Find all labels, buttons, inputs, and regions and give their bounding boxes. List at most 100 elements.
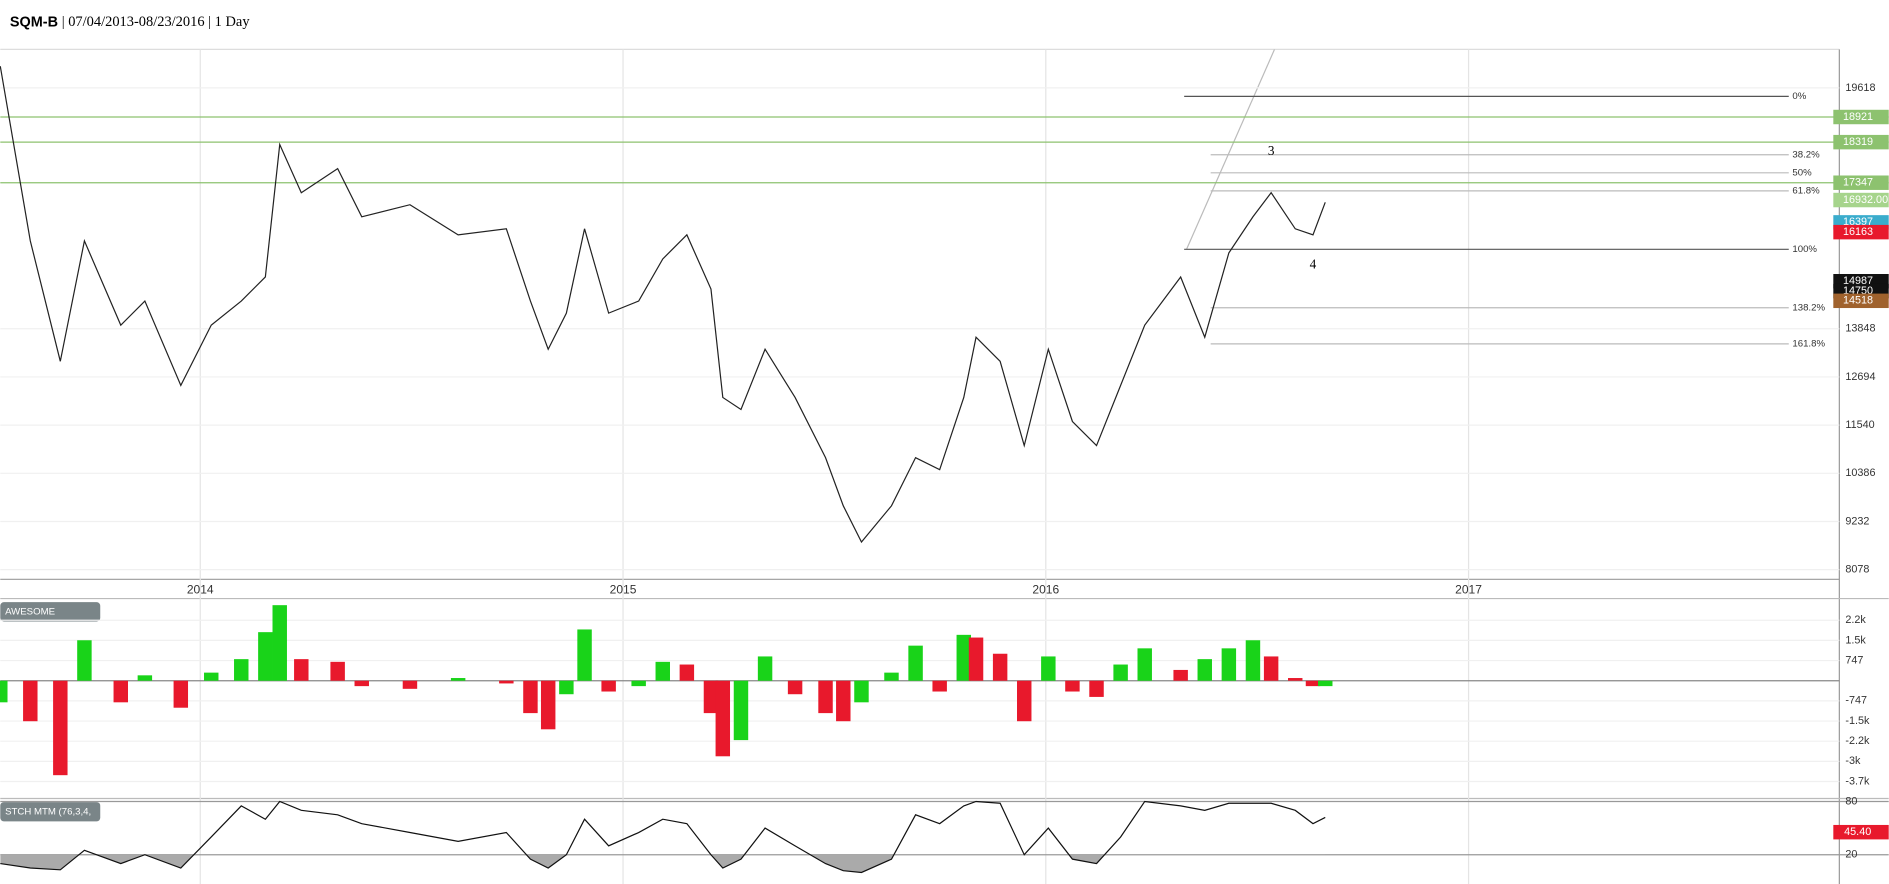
- oscillator-bar: [258, 632, 273, 681]
- oscillator-bar: [733, 680, 749, 741]
- price-badge-label: 18319: [1843, 136, 1873, 148]
- oscillator-bar: [757, 656, 773, 681]
- oscillator-bar: [0, 680, 8, 703]
- y-tick-label: -1.5k: [1845, 715, 1870, 727]
- oscillator-bar: [294, 659, 309, 681]
- price-badge: [1833, 192, 1889, 208]
- y-tick-label: 747: [1845, 654, 1863, 666]
- oscillator-bar: [523, 680, 538, 714]
- oscillator-bar: [818, 680, 833, 714]
- x-tick-label: 2014: [187, 582, 214, 596]
- panel-tag: [0, 802, 101, 822]
- y-tick-label: -747: [1845, 695, 1867, 707]
- y-tick-label: 8078: [1845, 564, 1869, 576]
- oscillator-bar: [968, 637, 984, 681]
- price-badge-label: 14518: [1843, 295, 1873, 307]
- oscillator-bar: [1089, 680, 1104, 697]
- y-tick-label: -2.2k: [1845, 735, 1870, 747]
- fib-label: 38.2%: [1792, 149, 1820, 160]
- y-tick-label: -3k: [1845, 755, 1861, 767]
- oscillator-bar: [577, 629, 592, 681]
- oscillator-bar: [1305, 680, 1321, 687]
- price-badge: [1833, 293, 1889, 309]
- fib-label: 100%: [1792, 244, 1817, 255]
- x-tick-label: 2015: [610, 582, 637, 596]
- oscillator-bar: [499, 680, 514, 684]
- y-tick-label: 19618: [1845, 82, 1875, 94]
- oscillator-bar: [23, 680, 38, 722]
- oscillator-bar: [402, 680, 418, 689]
- y-tick-label: 20: [1845, 849, 1857, 861]
- oscillator-bar: [1041, 656, 1056, 681]
- wave-label: 3: [1268, 143, 1275, 158]
- oscillator-bar: [77, 640, 92, 681]
- y-tick-label: 12694: [1845, 371, 1875, 383]
- y-tick-label: 80: [1845, 795, 1857, 807]
- oscillator-bar: [330, 661, 345, 681]
- oscillator-bar: [1173, 669, 1188, 681]
- oscillator-bar: [854, 680, 869, 703]
- price-line: [0, 66, 1326, 544]
- oscillator-bar: [1288, 678, 1303, 681]
- oscillator-bar: [992, 653, 1008, 681]
- oscillator-bar: [450, 678, 466, 681]
- price-badge: [1833, 134, 1889, 150]
- fib-label: 61.8%: [1792, 185, 1820, 196]
- oscillator-bar: [601, 680, 616, 692]
- price-badge-label: 16163: [1843, 226, 1873, 238]
- oscillator-bar: [956, 634, 972, 681]
- oscillator-bar: [1113, 664, 1128, 681]
- oscillator-bar: [1017, 680, 1032, 722]
- oscillator-bar: [113, 680, 128, 703]
- y-tick-label: 10386: [1845, 467, 1875, 479]
- oscillator-bar: [234, 659, 249, 681]
- x-tick-label: 2017: [1455, 582, 1482, 596]
- fib-label: 50%: [1792, 167, 1812, 178]
- oscillator-bar: [679, 664, 695, 681]
- fib-label: 0%: [1792, 91, 1806, 102]
- oscillator-bar: [1065, 680, 1080, 692]
- oscillator-bar: [655, 661, 670, 681]
- oscillator-bar: [631, 680, 646, 687]
- fib-label: 138.2%: [1792, 302, 1825, 313]
- wave-label: 4: [1310, 257, 1317, 272]
- oscillator-bar: [173, 680, 189, 708]
- stochastic-line: [0, 800, 1326, 874]
- fib-label: 161.8%: [1792, 338, 1825, 349]
- oscillator-bar: [1263, 656, 1279, 681]
- panel-title: STCH MTM (76,3,4,: [5, 806, 91, 817]
- subtitle: | 07/04/2013-08/23/2016 | 1 Day: [62, 14, 251, 30]
- x-tick-label: 2016: [1032, 582, 1059, 596]
- y-tick-label: 9232: [1845, 515, 1869, 527]
- oscillator-bar: [715, 680, 731, 757]
- oscillator-bar: [137, 675, 153, 681]
- price-badge-label: 16932.00: [1843, 194, 1888, 206]
- price-badge-label: 17347: [1843, 177, 1873, 189]
- oscillator-bar: [540, 680, 556, 730]
- oscillator-bar: [53, 680, 68, 776]
- oscillator-bar: [1197, 659, 1212, 681]
- oscillator-bar: [204, 672, 219, 681]
- price-badge-label: 18921: [1843, 111, 1873, 123]
- oscillator-bar: [1245, 640, 1261, 681]
- oscillator-bar: [272, 605, 287, 681]
- price-badge: [1833, 109, 1889, 125]
- y-tick-label: 2.2k: [1845, 614, 1866, 626]
- price-badge: [1833, 224, 1889, 240]
- y-tick-label: -3.7k: [1845, 775, 1870, 787]
- fib-trend-line: [1186, 49, 1276, 250]
- oscillator-bar: [354, 680, 369, 687]
- price-badge: [1833, 175, 1889, 190]
- value-badge: [1833, 824, 1889, 840]
- panel-tag: [0, 602, 101, 622]
- oscillator-bar: [703, 680, 719, 714]
- oscillator-bar: [932, 680, 947, 692]
- y-tick-label: 13848: [1845, 323, 1875, 335]
- panel-title: AWESOME: [5, 606, 55, 617]
- symbol: SQM-B: [10, 15, 58, 31]
- oscillator-bar: [787, 680, 803, 695]
- y-tick-label: 1.5k: [1845, 634, 1866, 646]
- oscillator-bar: [1221, 648, 1237, 681]
